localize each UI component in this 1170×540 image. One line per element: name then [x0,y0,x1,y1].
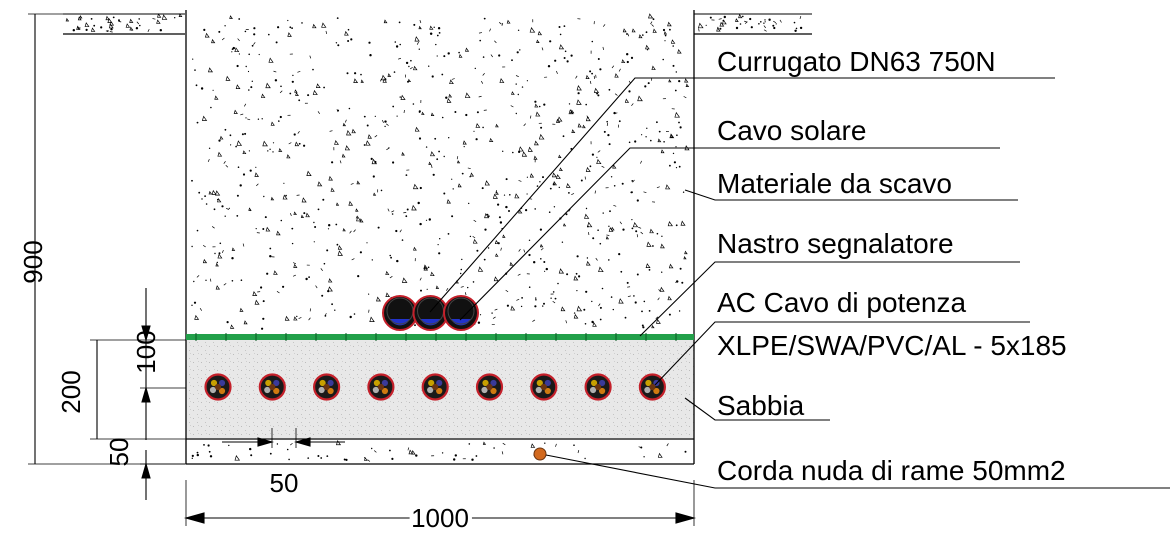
bottom-layer [186,439,694,464]
ac-cable [367,373,395,401]
label-excavation: Materiale da scavo [717,168,952,199]
dim-tape-offset: 100 [131,330,161,373]
corrugated-duct [412,295,449,331]
dim-cable-spacing: 50 [270,468,299,498]
excavation-fill [186,13,694,336]
copper-conductor [533,447,547,461]
corrugated-ducts [382,295,479,331]
ac-cable [475,373,504,401]
ac-cables [204,373,667,401]
dim-trench-width: 1000 [411,503,469,533]
label-copper: Corda nuda di rame 50mm2 [717,455,1066,486]
ac-cable [584,373,612,401]
dim-total-depth: 900 [18,240,48,283]
ac-cable [258,373,286,401]
dimension-lines [28,13,697,526]
label-solar-cable: Cavo solare [717,115,866,146]
label-ac-cable-2: XLPE/SWA/PVC/AL - 5x185 [717,330,1067,361]
dim-sand-bed: 200 [56,370,86,413]
corrugated-duct [382,295,418,331]
label-corrugated: Currugato DN63 750N [717,46,996,77]
ac-cable [530,373,558,401]
label-ac-cable-1: AC Cavo di potenza [717,287,966,318]
ac-cable [421,373,449,401]
label-warning-tape: Nastro segnalatore [717,228,954,259]
warning-tape [186,333,694,341]
ac-cable [204,373,232,401]
dim-bottom-layer: 50 [104,438,134,467]
ac-cable [313,373,341,401]
corrugated-duct [443,295,479,331]
label-sand: Sabbia [717,390,805,421]
leader-lines [429,77,1170,489]
